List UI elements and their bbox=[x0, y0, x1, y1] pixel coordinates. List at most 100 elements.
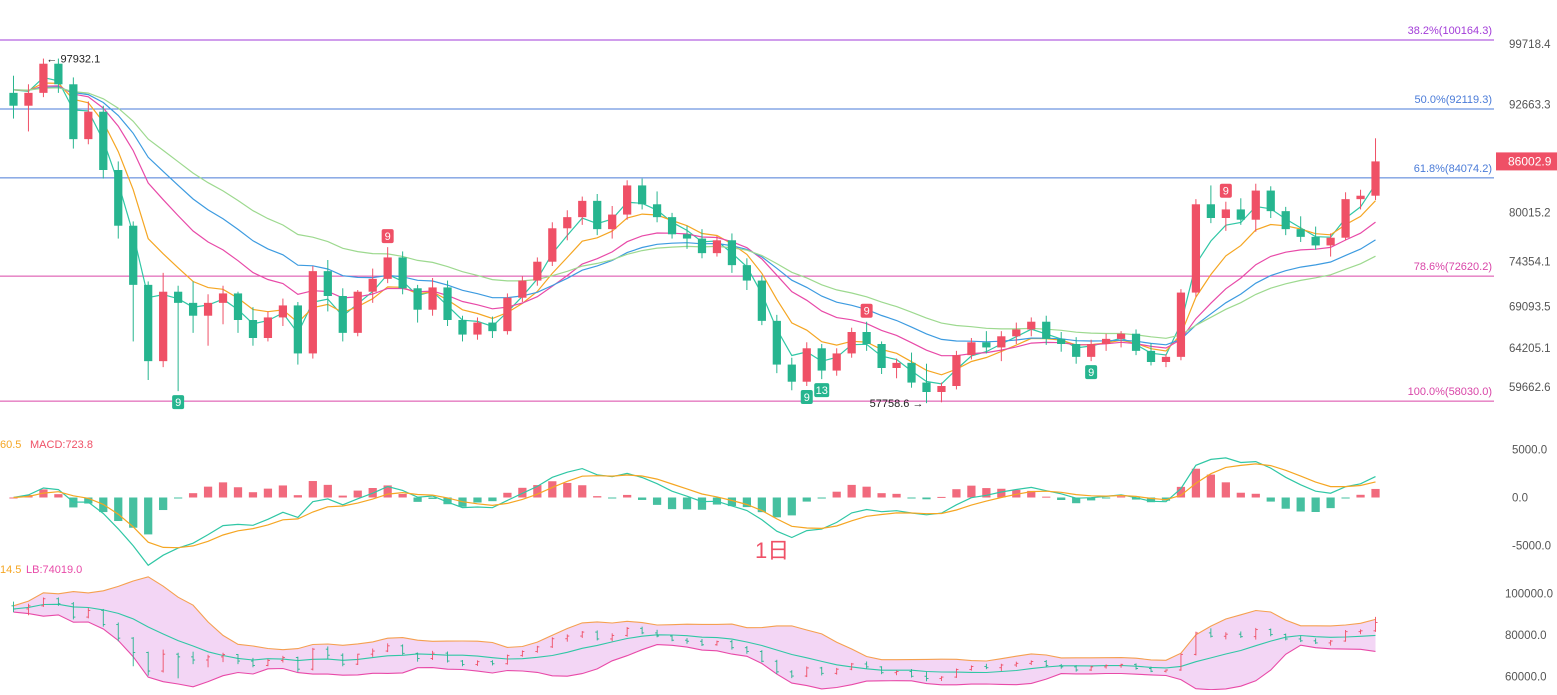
candle-down bbox=[233, 293, 243, 320]
candle-down bbox=[338, 296, 347, 333]
candle-up bbox=[608, 214, 617, 230]
candle-up bbox=[383, 257, 392, 279]
candle-up bbox=[1116, 333, 1126, 339]
macd-histogram-bar bbox=[383, 485, 392, 498]
macd-histogram-bar bbox=[1281, 497, 1290, 509]
candle-up bbox=[832, 353, 841, 371]
candle-up bbox=[1251, 190, 1260, 220]
macd-histogram-bar bbox=[1236, 492, 1245, 498]
fib-label: 100.0%(58030.0) bbox=[1408, 386, 1492, 398]
candle-up bbox=[952, 355, 961, 386]
candle-down bbox=[1131, 333, 1141, 351]
candle-down bbox=[682, 234, 692, 239]
macd-histogram-bar bbox=[578, 485, 587, 498]
macd-histogram-bar bbox=[862, 486, 871, 498]
candle-down bbox=[757, 280, 766, 321]
td-sequential-markers: 9 9 9 13 9 9 9 bbox=[172, 183, 1232, 410]
macd-histogram-bar bbox=[1116, 496, 1126, 498]
macd-axis-label: 5000.0 bbox=[1512, 445, 1547, 457]
candle-up bbox=[1176, 292, 1186, 357]
price-axis: 99718.4 92663.3 80015.2 74354.1 69093.5 64205… bbox=[1509, 39, 1551, 394]
macd-histogram-bar bbox=[1146, 497, 1156, 503]
macd-histogram-bar bbox=[203, 486, 213, 498]
macd-histogram-bar bbox=[697, 497, 707, 510]
macd-histogram-bar bbox=[623, 494, 632, 498]
candle-down bbox=[1296, 229, 1305, 237]
macd-histogram-bar bbox=[1057, 497, 1066, 500]
price-tick-label: 80015.2 bbox=[1509, 208, 1551, 220]
candle-up bbox=[1221, 209, 1230, 218]
candle-down bbox=[667, 217, 677, 235]
macd-histogram-bar bbox=[278, 485, 288, 498]
timeframe-label: 1日 bbox=[755, 538, 789, 563]
candle-up bbox=[1191, 204, 1201, 293]
macd-histogram-bar bbox=[1087, 497, 1096, 501]
ma-slow-line bbox=[13, 85, 1376, 357]
macd-dif-line bbox=[13, 457, 1376, 567]
td-marker-bg bbox=[381, 229, 394, 244]
candle-down bbox=[1206, 204, 1215, 218]
macd-histogram-bar bbox=[218, 482, 228, 498]
boll-axis-label: 100000.0 bbox=[1505, 588, 1553, 600]
candle-up bbox=[84, 111, 93, 140]
macd-histogram-bar bbox=[9, 497, 18, 499]
candles bbox=[9, 58, 1380, 404]
low-annotation: 57758.6 → bbox=[870, 398, 924, 410]
macd-histogram-bar bbox=[1072, 497, 1081, 504]
macd-histogram-bar bbox=[248, 492, 258, 498]
macd-histogram-bar bbox=[787, 497, 796, 516]
macd-histogram-bar bbox=[652, 497, 662, 505]
macd-axis-label: -5000.0 bbox=[1512, 540, 1551, 552]
macd-histogram-bar bbox=[114, 497, 123, 522]
td-marker-bg bbox=[800, 390, 813, 404]
macd-histogram-bar bbox=[967, 485, 976, 498]
candle-up bbox=[1101, 338, 1111, 344]
macd-histogram-bar bbox=[1296, 497, 1305, 512]
fib-label: 61.8%(84074.2) bbox=[1414, 163, 1492, 175]
macd-histogram-bar bbox=[263, 488, 273, 498]
candle-up bbox=[1161, 356, 1171, 362]
macd-histogram-bar bbox=[772, 497, 781, 518]
candle-down bbox=[1266, 190, 1275, 212]
td-marker: 9 bbox=[860, 303, 873, 318]
td-marker: 9 bbox=[800, 390, 813, 404]
current-price-tag[interactable]: 86002.9 bbox=[1496, 152, 1557, 171]
macd-histogram-bar bbox=[847, 484, 856, 498]
macd-histogram-bar bbox=[323, 484, 332, 498]
td-marker: 9 bbox=[1085, 365, 1098, 380]
candle-down bbox=[1311, 236, 1320, 246]
macd-params-label: 60.5 bbox=[0, 439, 21, 451]
candle-up bbox=[578, 200, 587, 218]
candle-up bbox=[1326, 237, 1335, 246]
candle-down bbox=[697, 238, 707, 254]
macd-histogram-bar bbox=[892, 493, 901, 498]
candle-up bbox=[503, 297, 512, 332]
td-marker-bg bbox=[1085, 365, 1098, 380]
macd-histogram-bar bbox=[1206, 474, 1215, 498]
candle-down bbox=[188, 302, 198, 316]
macd-histogram-bar bbox=[84, 497, 93, 504]
td-marker: 9 bbox=[381, 229, 394, 244]
candle-up bbox=[1356, 195, 1365, 200]
candle-up bbox=[712, 240, 722, 254]
macd-histogram-bar bbox=[832, 491, 841, 498]
candle-down bbox=[248, 320, 258, 338]
candle-up bbox=[1027, 321, 1036, 330]
high-annotation: ← 97932.1 bbox=[46, 54, 100, 66]
macd-histogram-bar bbox=[503, 492, 512, 498]
candle-up bbox=[802, 348, 811, 382]
macd-histogram-bar bbox=[308, 481, 317, 498]
macd-histogram-bar bbox=[233, 487, 243, 498]
boll-axis-label: 60000.0 bbox=[1505, 672, 1547, 684]
candle-down bbox=[787, 364, 796, 382]
macd-histogram-bar bbox=[413, 497, 422, 502]
current-price-tag-text: 86002.9 bbox=[1508, 154, 1552, 168]
candle-up bbox=[937, 386, 946, 392]
td-marker: 9 bbox=[1219, 183, 1232, 198]
macd-histogram-bar bbox=[1176, 486, 1186, 498]
td-marker-bg bbox=[814, 383, 830, 398]
fib-label: 38.2%(100164.3) bbox=[1408, 25, 1492, 37]
bollinger-panel: 100000.0 80000.0 60000.0 bbox=[11, 576, 1553, 691]
